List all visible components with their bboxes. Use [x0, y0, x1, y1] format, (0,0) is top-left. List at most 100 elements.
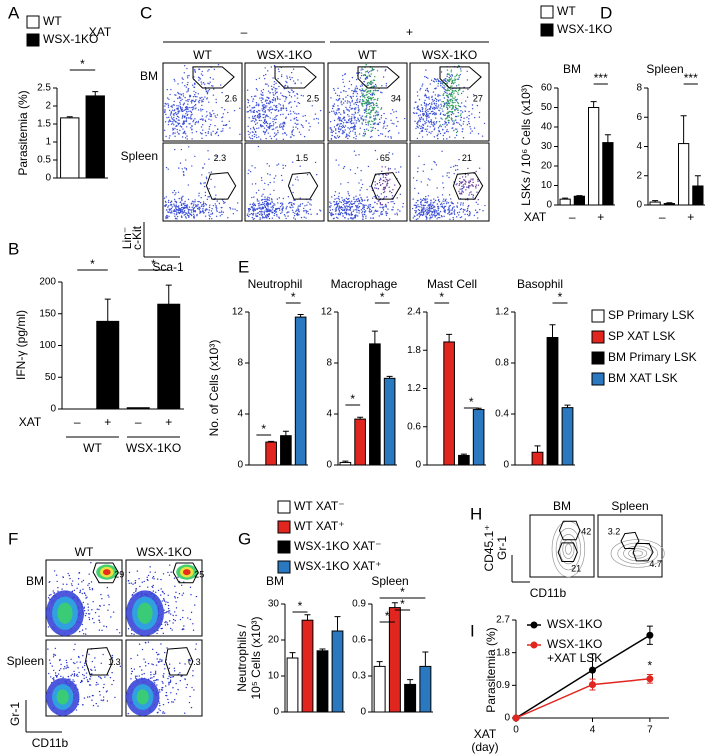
bar — [127, 408, 149, 409]
event-dot — [202, 210, 203, 211]
event-dot — [169, 575, 170, 576]
event-dot — [207, 199, 208, 200]
plot-frame — [328, 143, 407, 221]
event-dot — [461, 192, 462, 193]
event-dot — [285, 96, 286, 97]
event-dot — [458, 65, 459, 66]
event-dot — [414, 121, 415, 122]
event-dot — [229, 121, 230, 122]
event-dot — [184, 97, 185, 98]
event-dot — [135, 591, 136, 592]
event-dot — [362, 101, 363, 102]
event-dot — [181, 149, 182, 150]
event-dot — [172, 615, 173, 616]
event-dot — [180, 619, 181, 620]
event-dot — [162, 591, 163, 592]
event-dot — [286, 134, 287, 135]
event-dot — [332, 108, 333, 109]
bar — [574, 196, 584, 205]
event-dot — [363, 103, 364, 104]
event-dot — [356, 104, 357, 105]
event-dot — [86, 597, 87, 598]
event-dot — [438, 206, 439, 207]
y-tick-label: 0 — [503, 460, 509, 471]
event-dot — [355, 117, 356, 118]
event-dot — [284, 132, 285, 133]
event-dot — [433, 205, 434, 206]
event-dot — [381, 115, 382, 116]
event-dot — [76, 661, 77, 662]
event-dot — [282, 206, 283, 207]
event-dot — [341, 101, 342, 102]
event-dot — [363, 119, 364, 120]
event-dot — [343, 102, 344, 103]
event-dot — [460, 68, 461, 69]
event-dot — [94, 657, 95, 658]
event-dot — [400, 166, 401, 167]
bar — [287, 658, 298, 712]
event-dot — [373, 107, 374, 108]
event-dot — [164, 612, 165, 613]
event-dot — [330, 205, 331, 206]
event-dot — [217, 129, 218, 130]
event-dot — [210, 119, 211, 120]
event-dot — [207, 83, 208, 84]
event-dot — [100, 605, 101, 606]
x-tick-label: – — [74, 415, 81, 429]
event-dot — [376, 85, 377, 86]
event-dot — [330, 214, 331, 215]
event-dot — [330, 129, 331, 130]
event-dot — [284, 214, 285, 215]
event-dot — [431, 111, 432, 112]
event-dot — [174, 670, 175, 671]
event-dot — [297, 97, 298, 98]
event-dot — [164, 130, 165, 131]
event-dot — [214, 69, 215, 70]
event-dot — [354, 201, 355, 202]
event-dot — [294, 118, 295, 119]
bar — [281, 436, 292, 465]
event-dot — [258, 104, 259, 105]
event-dot — [153, 674, 154, 675]
event-dot — [349, 204, 350, 205]
event-dot — [184, 201, 185, 202]
event-dot — [422, 200, 423, 201]
event-dot — [85, 615, 86, 616]
event-dot — [84, 663, 85, 664]
event-dot — [297, 79, 298, 80]
event-dot — [476, 184, 477, 185]
event-dot — [259, 120, 260, 121]
event-dot — [352, 77, 353, 78]
event-dot — [421, 85, 422, 86]
event-dot — [467, 214, 468, 215]
event-dot — [76, 588, 77, 589]
event-dot — [263, 75, 264, 76]
event-dot — [98, 609, 99, 610]
event-dot — [187, 114, 188, 115]
event-dot — [252, 132, 253, 133]
event-dot — [331, 111, 332, 112]
event-dot — [460, 182, 461, 183]
event-dot — [262, 110, 263, 111]
event-dot — [208, 119, 209, 120]
event-dot — [456, 108, 457, 109]
event-dot — [277, 98, 278, 99]
event-dot — [272, 212, 273, 213]
event-dot — [277, 78, 278, 79]
event-dot — [350, 105, 351, 106]
event-dot — [202, 115, 203, 116]
event-dot — [253, 98, 254, 99]
event-dot — [282, 114, 283, 115]
event-dot — [164, 652, 165, 653]
event-dot — [73, 671, 74, 672]
event-dot — [452, 90, 453, 91]
event-dot — [258, 127, 259, 128]
event-dot — [276, 211, 277, 212]
y-tick-label: 0.9 — [496, 680, 510, 691]
event-dot — [347, 182, 348, 183]
event-dot — [425, 111, 426, 112]
event-dot — [189, 95, 190, 96]
event-dot — [65, 668, 66, 669]
event-dot — [221, 207, 222, 208]
event-dot — [469, 212, 470, 213]
